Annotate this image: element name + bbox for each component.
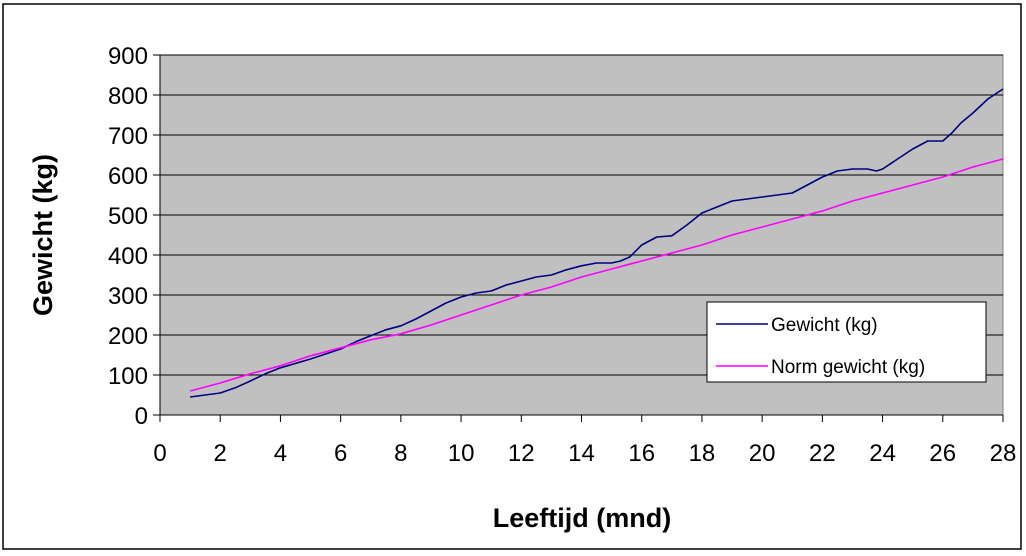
legend-label-norm-gewicht: Norm gewicht (kg) [771, 357, 925, 378]
y-axis-title: Gewicht (kg) [28, 154, 58, 316]
y-tick-label: 900 [108, 43, 148, 70]
x-tick-label: 22 [809, 440, 836, 467]
x-tick-label: 26 [929, 440, 956, 467]
x-axis-title: Leeftijd (mnd) [493, 503, 671, 533]
y-tick-label: 500 [108, 203, 148, 230]
axes [153, 54, 1004, 422]
y-tick-label: 600 [108, 163, 148, 190]
x-tick-label: 8 [394, 440, 407, 467]
x-tick-label: 2 [214, 440, 227, 467]
x-tick-label: 16 [628, 440, 655, 467]
legend-label-gewicht: Gewicht (kg) [771, 315, 878, 336]
legend: Gewicht (kg) Norm gewicht (kg) [706, 301, 987, 383]
x-tick-label: 6 [334, 440, 347, 467]
x-tick-label: 12 [508, 440, 535, 467]
legend-box [706, 301, 987, 383]
y-tick-labels: 0 100 200 300 400 500 600 700 800 900 [108, 43, 148, 430]
x-tick-label: 14 [568, 440, 595, 467]
series-line-0 [189, 88, 1004, 398]
x-tick-label: 18 [689, 440, 716, 467]
y-tick-label: 0 [135, 403, 148, 430]
y-tick-label: 100 [108, 363, 148, 390]
x-tick-label: 4 [274, 440, 287, 467]
series-lines [189, 88, 1004, 398]
x-tick-label: 10 [448, 440, 475, 467]
x-tick-label: 28 [990, 440, 1017, 467]
gridlines [160, 54, 1003, 376]
y-tick-label: 800 [108, 83, 148, 110]
y-tick-label: 200 [108, 323, 148, 350]
x-tick-labels: 0 2 4 6 8 10 12 14 16 18 20 22 24 26 28 [153, 440, 1016, 467]
y-tick-label: 300 [108, 283, 148, 310]
y-tick-label: 400 [108, 243, 148, 270]
x-tick-label: 0 [153, 440, 166, 467]
y-tick-label: 700 [108, 123, 148, 150]
x-tick-label: 24 [869, 440, 896, 467]
series-line-1 [189, 158, 1004, 392]
x-tick-label: 20 [749, 440, 776, 467]
